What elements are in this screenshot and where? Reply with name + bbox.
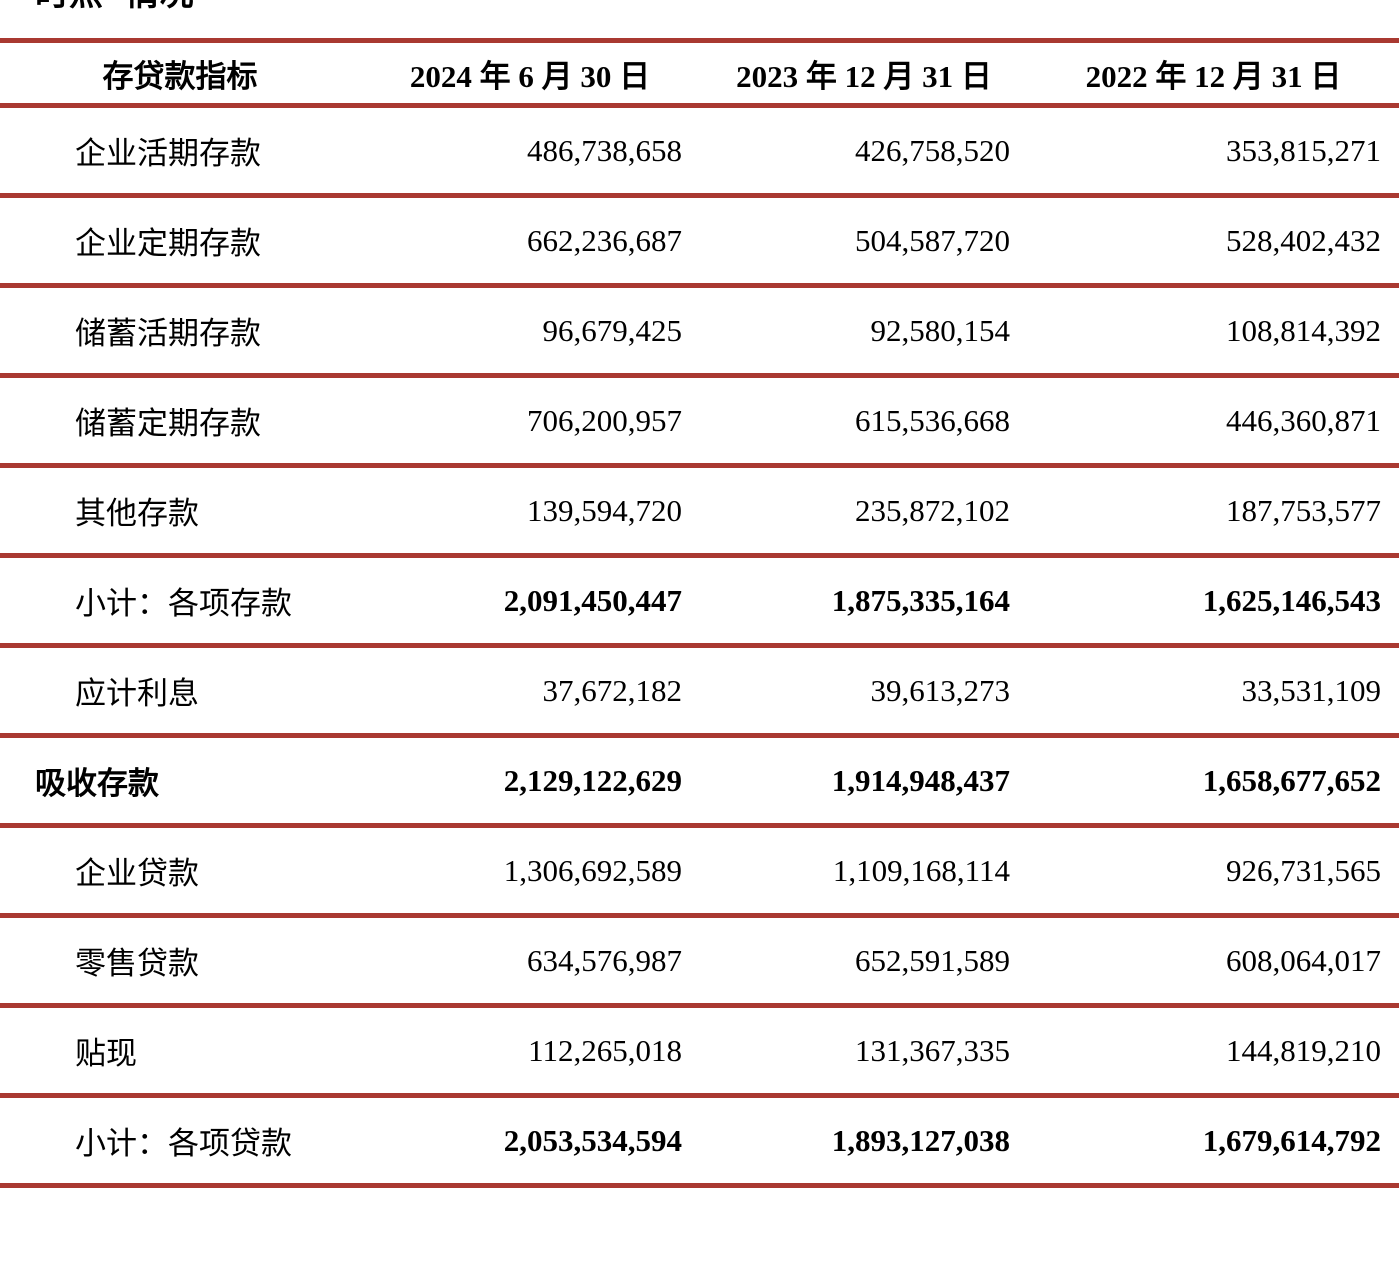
row-value: 446,360,871	[1226, 402, 1381, 438]
table-row: 储蓄活期存款 96,679,425 92,580,154 108,814,392	[0, 286, 1399, 376]
row-value: 353,815,271	[1226, 132, 1381, 168]
table-row: 企业活期存款 486,738,658 426,758,520 353,815,271	[0, 106, 1399, 196]
table-row: 贴现 112,265,018 131,367,335 144,819,210	[0, 1006, 1399, 1096]
table-row: 小计：各项存款 2,091,450,447 1,875,335,164 1,625,1…	[0, 556, 1399, 646]
row-label: 小计：各项贷款	[75, 1126, 292, 1161]
row-value: 1,658,677,652	[1202, 762, 1381, 798]
row-value: 1,679,614,792	[1202, 1122, 1381, 1158]
row-value: 39,613,273	[870, 672, 1011, 708]
row-value: 33,531,109	[1241, 672, 1382, 708]
row-label: 贴现	[75, 1036, 137, 1071]
column-header-2024-06-30: 2024 年 6 月 30 日	[409, 58, 651, 94]
row-value: 486,738,658	[527, 132, 682, 168]
row-label: 零售贷款	[75, 946, 199, 981]
row-value: 108,814,392	[1226, 312, 1381, 348]
row-value: 504,587,720	[855, 222, 1010, 258]
table-row: 其他存款 139,594,720 235,872,102 187,753,577	[0, 466, 1399, 556]
table-row: 零售贷款 634,576,987 652,591,589 608,064,017	[0, 916, 1399, 1006]
table-header-row: 存贷款指标 2024 年 6 月 30 日 2023 年 12 月 31 日 2…	[0, 41, 1399, 106]
row-value: 187,753,577	[1226, 492, 1381, 528]
row-value: 706,200,957	[527, 402, 682, 438]
column-header-2022-12-31: 2022 年 12 月 31 日	[1085, 58, 1342, 94]
row-value: 235,872,102	[855, 492, 1010, 528]
table-row: 吸收存款 2,129,122,629 1,914,948,437 1,658,677,…	[0, 736, 1399, 826]
row-value: 615,536,668	[855, 402, 1010, 438]
clipped-paragraph-fragment: 时点 情况	[35, 0, 194, 13]
column-header-indicator: 存贷款指标	[102, 58, 258, 94]
row-label: 吸收存款	[35, 766, 159, 801]
row-label: 其他存款	[75, 496, 199, 531]
row-value: 426,758,520	[855, 132, 1010, 168]
row-value: 37,672,182	[542, 672, 683, 708]
row-value: 1,914,948,437	[831, 762, 1010, 798]
row-value: 1,893,127,038	[831, 1122, 1010, 1158]
row-label: 储蓄活期存款	[75, 316, 261, 351]
row-value: 96,679,425	[542, 312, 683, 348]
row-value: 1,875,335,164	[831, 582, 1010, 618]
table-row: 应计利息 37,672,182 39,613,273 33,531,109	[0, 646, 1399, 736]
row-value: 92,580,154	[870, 312, 1011, 348]
row-value: 528,402,432	[1226, 222, 1381, 258]
row-label: 应计利息	[75, 676, 199, 711]
clipped-paragraph-text: 时点 情况	[35, 0, 194, 12]
row-value: 139,594,720	[527, 492, 682, 528]
row-value: 131,367,335	[855, 1032, 1010, 1068]
column-header-2023-12-31: 2023 年 12 月 31 日	[736, 58, 992, 94]
deposits-loans-table: 存贷款指标 2024 年 6 月 30 日 2023 年 12 月 31 日 2…	[0, 38, 1399, 1188]
table-row: 储蓄定期存款 706,200,957 615,536,668 446,360,871	[0, 376, 1399, 466]
row-label: 企业活期存款	[75, 136, 261, 171]
row-value: 112,265,018	[528, 1032, 682, 1068]
row-value: 1,306,692,589	[503, 852, 682, 888]
table-body: 企业活期存款 486,738,658 426,758,520 353,815,271 企…	[0, 106, 1399, 1186]
row-value: 926,731,565	[1226, 852, 1381, 888]
row-label: 储蓄定期存款	[75, 406, 261, 441]
row-value: 2,091,450,447	[503, 582, 682, 618]
table-row: 小计：各项贷款 2,053,534,594 1,893,127,038 1,679,6…	[0, 1096, 1399, 1186]
row-value: 144,819,210	[1226, 1032, 1381, 1068]
row-label: 企业定期存款	[75, 226, 261, 261]
row-label: 小计：各项存款	[75, 586, 292, 621]
row-value: 1,625,146,543	[1202, 582, 1381, 618]
row-value: 662,236,687	[527, 222, 682, 258]
row-value: 634,576,987	[527, 942, 682, 978]
row-value: 652,591,589	[855, 942, 1010, 978]
table-row: 企业贷款 1,306,692,589 1,109,168,114 926,731,56…	[0, 826, 1399, 916]
row-value: 608,064,017	[1226, 942, 1381, 978]
table-row: 企业定期存款 662,236,687 504,587,720 528,402,432	[0, 196, 1399, 286]
row-value: 2,129,122,629	[503, 762, 682, 798]
row-label: 企业贷款	[75, 856, 199, 891]
row-value: 1,109,168,114	[832, 852, 1010, 888]
row-value: 2,053,534,594	[503, 1122, 682, 1158]
